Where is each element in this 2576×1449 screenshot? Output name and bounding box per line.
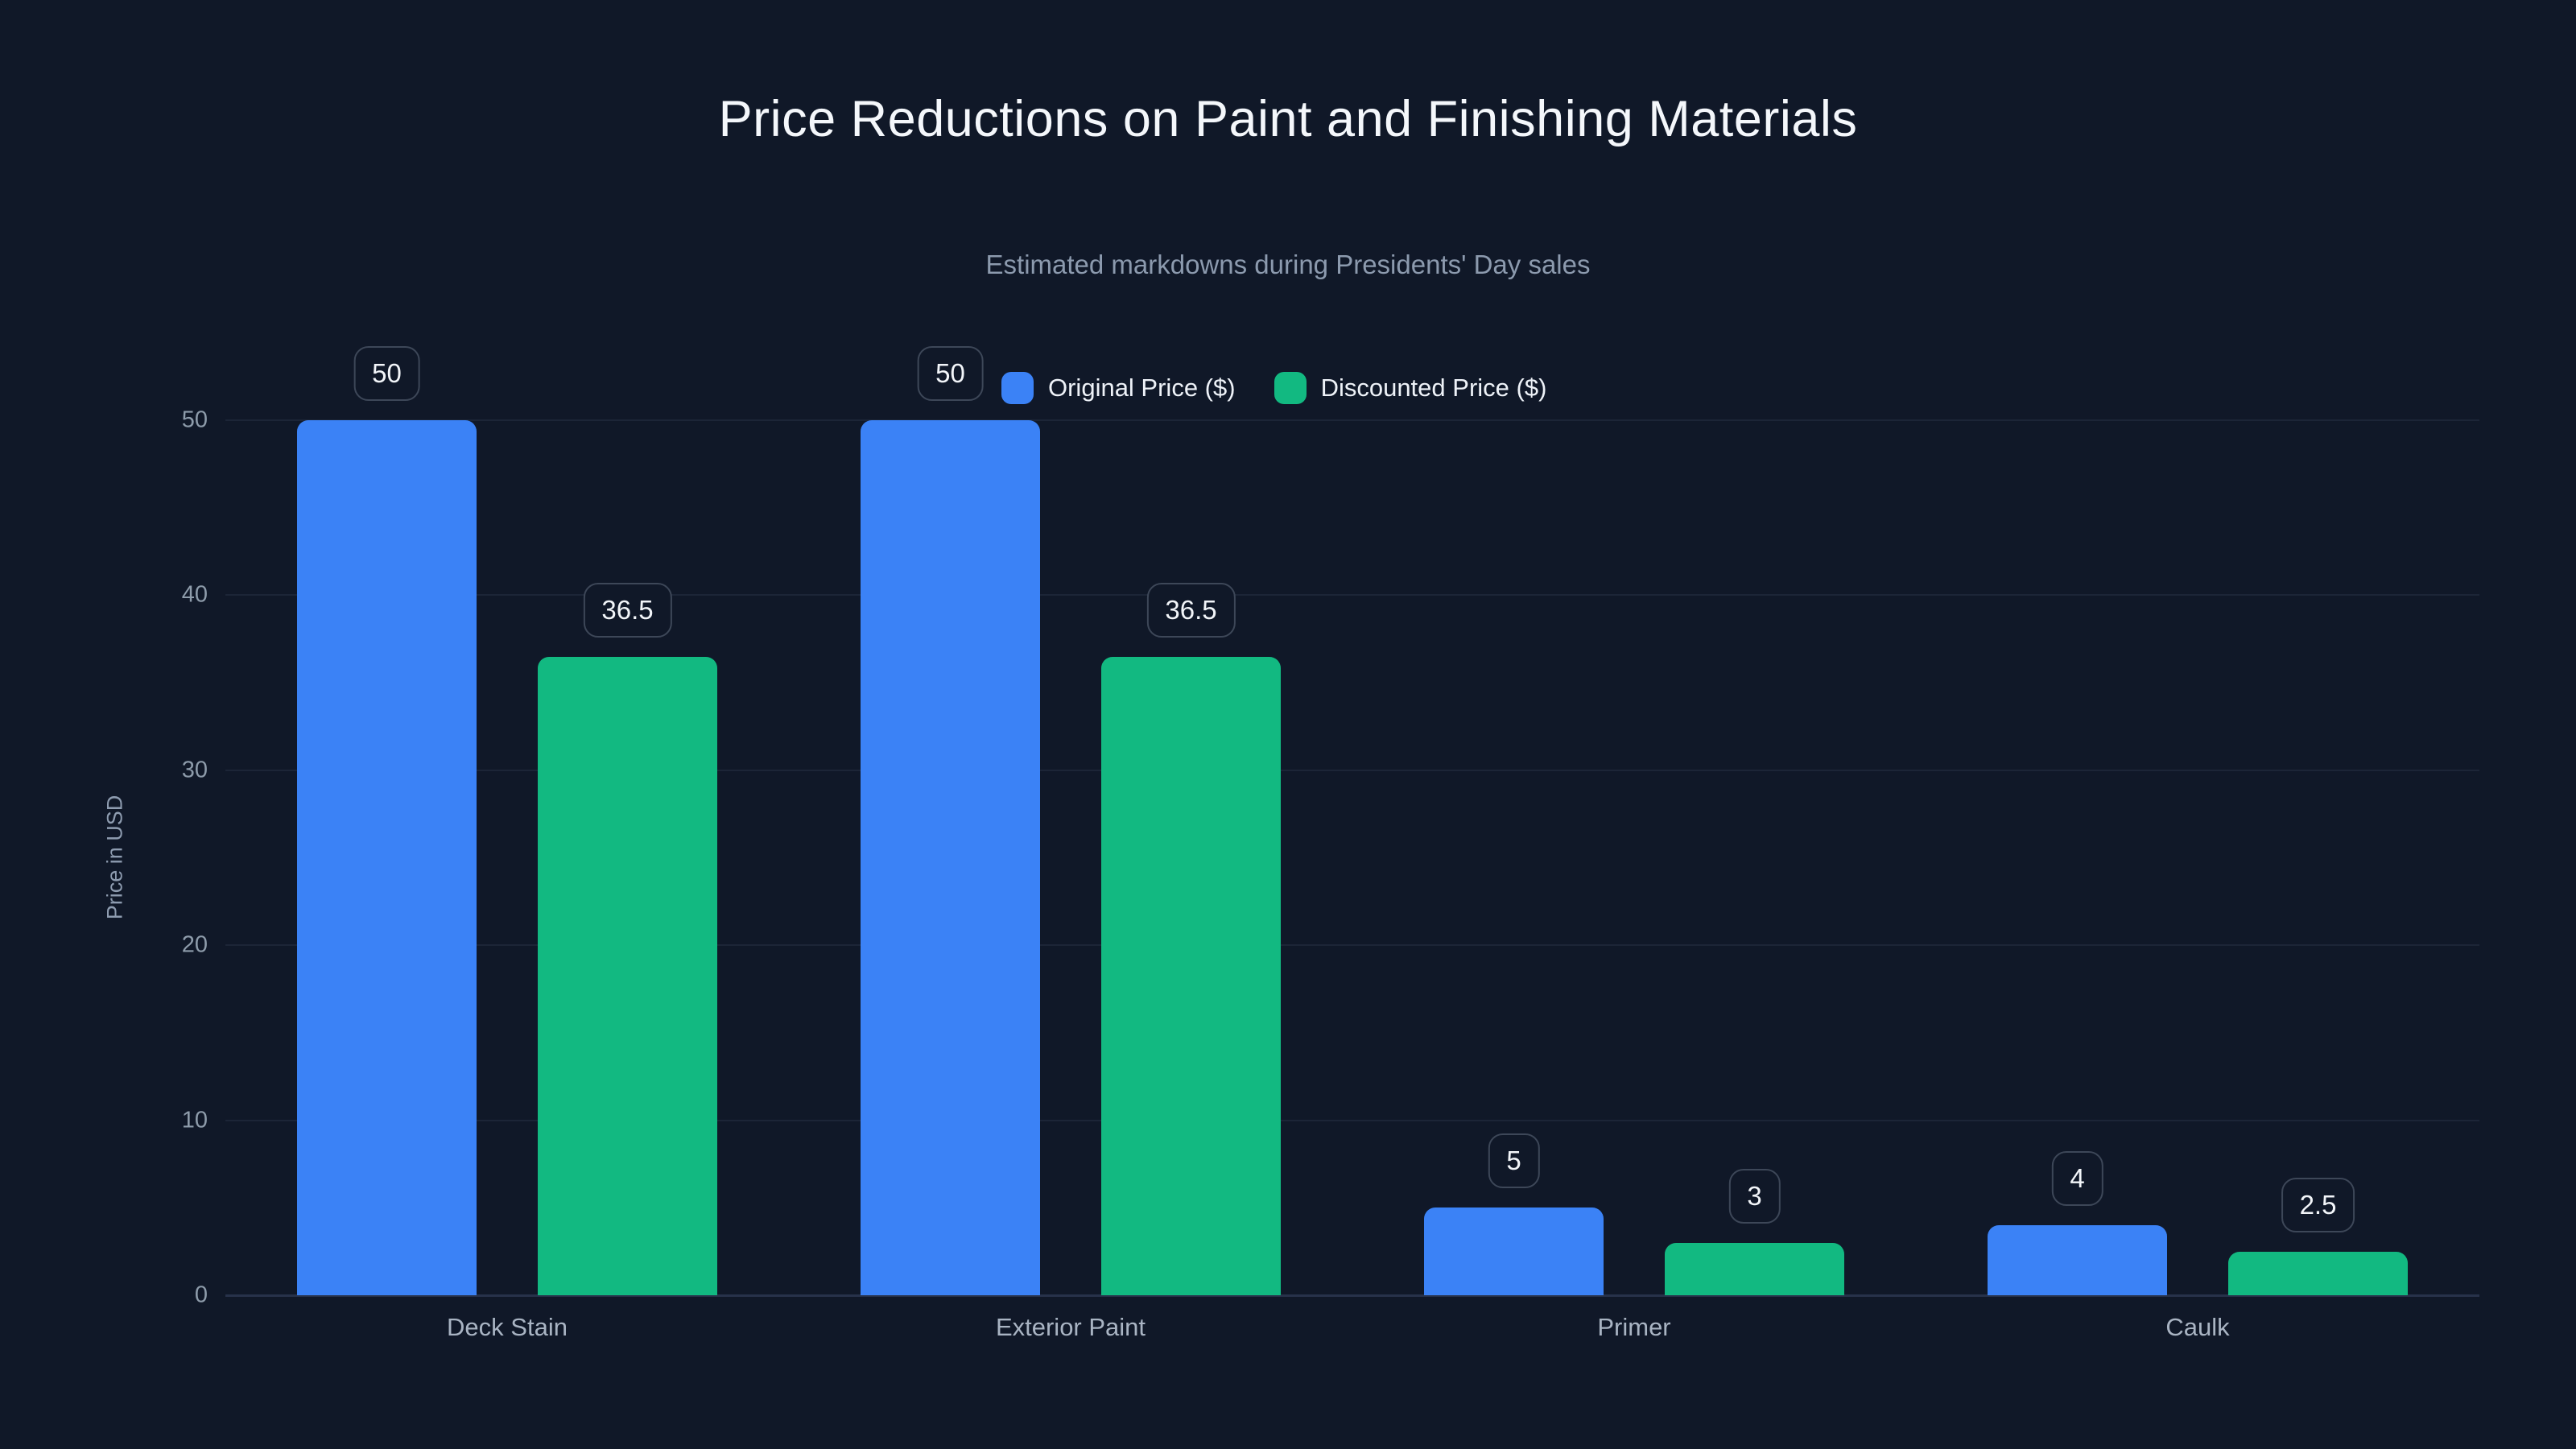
value-badge: 4: [2051, 1151, 2103, 1207]
bar-wrap: 5: [1424, 420, 1604, 1295]
bar-wrap: 36.5: [538, 420, 717, 1295]
grid-line-10: [225, 1119, 2479, 1121]
y-tick-label-10: 10: [181, 1107, 208, 1133]
legend-label-original-price: Original Price ($): [1048, 374, 1236, 402]
bar-group-caulk: 4 2.5: [1916, 420, 2479, 1295]
y-tick-label-0: 0: [194, 1282, 208, 1308]
bar-wrap: 3: [1665, 420, 1844, 1295]
value-badge: 50: [353, 346, 420, 401]
chart-title: Price Reductions on Paint and Finishing …: [718, 91, 1858, 147]
grid-line-20: [225, 944, 2479, 947]
legend-swatch-original-price-icon: [1001, 372, 1034, 404]
x-category-label-deck-stain: Deck Stain: [447, 1313, 568, 1341]
x-category-label-exterior-paint: Exterior Paint: [995, 1313, 1146, 1341]
legend-item-discounted-price[interactable]: Discounted Price ($): [1274, 372, 1547, 404]
bar-wrap: 2.5: [2228, 420, 2408, 1295]
plot-area: 0 10 20 30 40 50 Deck Stain 50 36.5 Exterior Pain…: [182, 346, 2479, 1341]
bar-primer-original[interactable]: [1424, 1208, 1604, 1295]
bar-exterior-paint-original[interactable]: [861, 420, 1040, 1295]
y-tick-label-40: 40: [181, 581, 208, 608]
bar-caulk-original[interactable]: [1988, 1225, 2167, 1295]
x-category-label-primer: Primer: [1597, 1313, 1671, 1341]
y-axis-title: Price in USD: [102, 795, 127, 920]
legend-label-discounted-price: Discounted Price ($): [1320, 374, 1547, 402]
bar-caulk-discounted[interactable]: [2228, 1251, 2408, 1295]
legend-item-original-price[interactable]: Original Price ($): [1001, 372, 1236, 404]
grid-line-40: [225, 594, 2479, 597]
bar-wrap: 50: [861, 346, 1040, 1295]
bar-deck-stain-discounted[interactable]: [538, 656, 717, 1295]
bar-group-exterior-paint: 50 36.5: [789, 346, 1352, 1295]
bar-deck-stain-original[interactable]: [297, 420, 477, 1295]
bar-wrap: 36.5: [1101, 420, 1281, 1295]
bar-primer-discounted[interactable]: [1665, 1242, 1844, 1295]
legend: Original Price ($) Discounted Price ($): [1001, 372, 1546, 404]
x-category-label-caulk: Caulk: [2165, 1313, 2230, 1341]
bar-wrap: 50: [297, 346, 477, 1295]
bar-group-deck-stain: 50 36.5: [225, 346, 789, 1295]
value-badge: 36.5: [1146, 582, 1236, 638]
value-badge: 36.5: [583, 582, 672, 638]
bar-exterior-paint-discounted[interactable]: [1101, 656, 1281, 1295]
value-badge: 3: [1728, 1168, 1781, 1224]
y-tick-label-20: 20: [181, 931, 208, 958]
legend-swatch-discounted-price-icon: [1274, 372, 1307, 404]
y-tick-label-50: 50: [181, 407, 208, 433]
grid-line-30: [225, 769, 2479, 771]
y-tick-label-30: 30: [181, 757, 208, 783]
bar-wrap: 4: [1988, 420, 2167, 1295]
chart-subtitle: Estimated markdowns during Presidents' D…: [985, 250, 1591, 279]
x-axis-baseline: [225, 1294, 2479, 1297]
grid-line-50: [225, 419, 2479, 421]
value-badge: 5: [1488, 1133, 1540, 1189]
value-badge: 50: [917, 346, 984, 401]
value-badge: 2.5: [2281, 1177, 2355, 1232]
